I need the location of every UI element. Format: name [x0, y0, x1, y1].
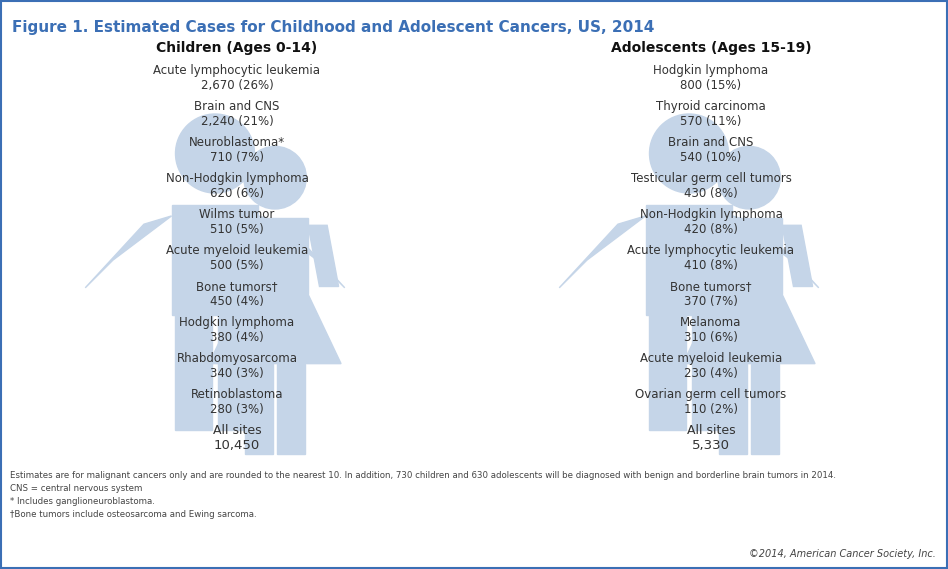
Text: 370 (7%): 370 (7%): [684, 295, 738, 308]
Bar: [218, 315, 256, 430]
Circle shape: [175, 114, 254, 193]
Text: 340 (3%): 340 (3%): [210, 367, 264, 380]
Polygon shape: [733, 216, 819, 288]
Circle shape: [649, 114, 728, 193]
Text: 800 (15%): 800 (15%): [681, 79, 741, 92]
Polygon shape: [259, 216, 345, 288]
Bar: [172, 205, 259, 315]
Text: Non-Hodgkin lymphoma: Non-Hodgkin lymphoma: [640, 208, 782, 221]
Text: Wilms tumor: Wilms tumor: [199, 208, 275, 221]
Polygon shape: [685, 225, 716, 286]
Text: Estimates are for malignant cancers only and are rounded to the nearest 10. In a: Estimates are for malignant cancers only…: [10, 471, 836, 480]
Bar: [692, 315, 730, 430]
Polygon shape: [85, 216, 172, 288]
Text: 2,240 (21%): 2,240 (21%): [201, 115, 273, 128]
Text: 510 (5%): 510 (5%): [210, 223, 264, 236]
Text: 380 (4%): 380 (4%): [210, 331, 264, 344]
Polygon shape: [683, 294, 815, 364]
Text: Brain and CNS: Brain and CNS: [194, 100, 280, 113]
Text: 570 (11%): 570 (11%): [681, 115, 741, 128]
Text: Adolescents (Ages 15-19): Adolescents (Ages 15-19): [611, 41, 811, 55]
Text: Non-Hodgkin lymphoma: Non-Hodgkin lymphoma: [166, 172, 308, 185]
Text: 230 (4%): 230 (4%): [684, 367, 738, 380]
Text: 310 (6%): 310 (6%): [684, 331, 738, 344]
Text: Bone tumors†: Bone tumors†: [670, 280, 752, 293]
Text: Testicular germ cell tumors: Testicular germ cell tumors: [630, 172, 792, 185]
Polygon shape: [559, 216, 646, 288]
Text: Retinoblastoma: Retinoblastoma: [191, 388, 283, 401]
Text: Melanoma: Melanoma: [681, 316, 741, 329]
Text: 540 (10%): 540 (10%): [681, 151, 741, 164]
Text: 280 (3%): 280 (3%): [210, 403, 264, 416]
Text: 430 (8%): 430 (8%): [684, 187, 738, 200]
Bar: [720, 364, 747, 454]
Text: 5,330: 5,330: [692, 439, 730, 452]
Text: Neuroblastoma*: Neuroblastoma*: [189, 136, 285, 149]
Text: Bone tumors†: Bone tumors†: [196, 280, 278, 293]
Bar: [716, 218, 782, 294]
Polygon shape: [211, 225, 242, 286]
Bar: [174, 315, 212, 430]
Circle shape: [718, 146, 780, 209]
Text: All sites: All sites: [212, 424, 262, 437]
Text: 500 (5%): 500 (5%): [210, 259, 264, 272]
Polygon shape: [782, 225, 812, 286]
Text: Acute myeloid leukemia: Acute myeloid leukemia: [166, 244, 308, 257]
Text: 710 (7%): 710 (7%): [210, 151, 264, 164]
Text: * Includes ganglioneuroblastoma.: * Includes ganglioneuroblastoma.: [10, 497, 155, 506]
Bar: [246, 364, 273, 454]
Text: Rhabdomyosarcoma: Rhabdomyosarcoma: [176, 352, 298, 365]
Text: 450 (4%): 450 (4%): [210, 295, 264, 308]
Bar: [751, 364, 779, 454]
Text: ©2014, American Cancer Society, Inc.: ©2014, American Cancer Society, Inc.: [749, 549, 936, 559]
Text: 10,450: 10,450: [214, 439, 260, 452]
Text: Brain and CNS: Brain and CNS: [668, 136, 754, 149]
Text: Acute myeloid leukemia: Acute myeloid leukemia: [640, 352, 782, 365]
Text: CNS = central nervous system: CNS = central nervous system: [10, 484, 142, 493]
Bar: [648, 315, 686, 430]
Text: Acute lymphocytic leukemia: Acute lymphocytic leukemia: [154, 64, 320, 77]
Bar: [242, 218, 308, 294]
Circle shape: [244, 146, 306, 209]
Bar: [277, 364, 305, 454]
Text: All sites: All sites: [686, 424, 736, 437]
Text: 620 (6%): 620 (6%): [210, 187, 264, 200]
Text: Ovarian germ cell tumors: Ovarian germ cell tumors: [635, 388, 787, 401]
Text: 2,670 (26%): 2,670 (26%): [201, 79, 273, 92]
Bar: [646, 205, 733, 315]
Text: Children (Ages 0-14): Children (Ages 0-14): [156, 41, 318, 55]
Text: 420 (8%): 420 (8%): [684, 223, 738, 236]
Text: †Bone tumors include osteosarcoma and Ewing sarcoma.: †Bone tumors include osteosarcoma and Ew…: [10, 510, 257, 519]
Text: Figure 1. Estimated Cases for Childhood and Adolescent Cancers, US, 2014: Figure 1. Estimated Cases for Childhood …: [12, 20, 654, 35]
Polygon shape: [209, 294, 341, 364]
Text: 410 (8%): 410 (8%): [684, 259, 738, 272]
Text: Acute lymphocytic leukemia: Acute lymphocytic leukemia: [628, 244, 794, 257]
Text: Hodgkin lymphoma: Hodgkin lymphoma: [179, 316, 295, 329]
Text: 110 (2%): 110 (2%): [684, 403, 738, 416]
Polygon shape: [308, 225, 338, 286]
Text: Thyroid carcinoma: Thyroid carcinoma: [656, 100, 766, 113]
Text: Hodgkin lymphoma: Hodgkin lymphoma: [653, 64, 769, 77]
